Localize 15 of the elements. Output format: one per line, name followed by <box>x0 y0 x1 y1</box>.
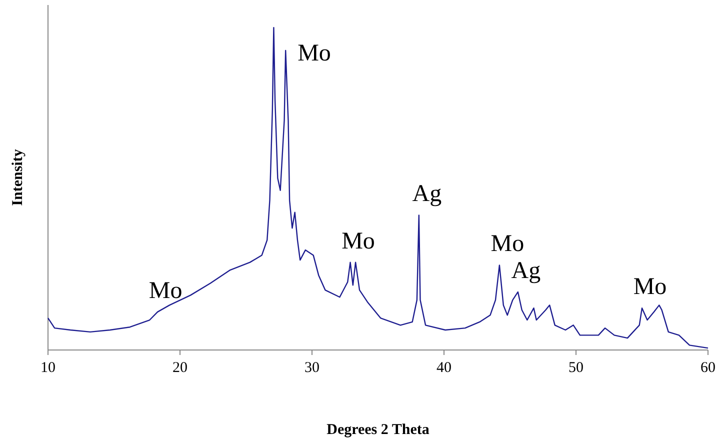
annotation: Mo <box>342 228 375 254</box>
x-tick-label: 10 <box>40 360 56 376</box>
annotation: Ag <box>412 181 442 208</box>
annotation: Mo <box>148 278 182 304</box>
x-tick-label: 40 <box>436 360 452 376</box>
y-axis-title: Intensity <box>10 148 26 206</box>
x-tick-label: 20 <box>172 360 188 376</box>
x-tick-label: 30 <box>304 360 320 376</box>
annotation: Mo <box>298 40 331 66</box>
x-axis-title: Degrees 2 Theta <box>326 422 430 438</box>
x-tick-label: 50 <box>568 360 584 376</box>
annotation: Mo <box>490 231 524 258</box>
annotation: Mo <box>633 274 667 300</box>
annotation: Ag <box>511 258 541 284</box>
x-tick-label: 60 <box>700 360 716 376</box>
